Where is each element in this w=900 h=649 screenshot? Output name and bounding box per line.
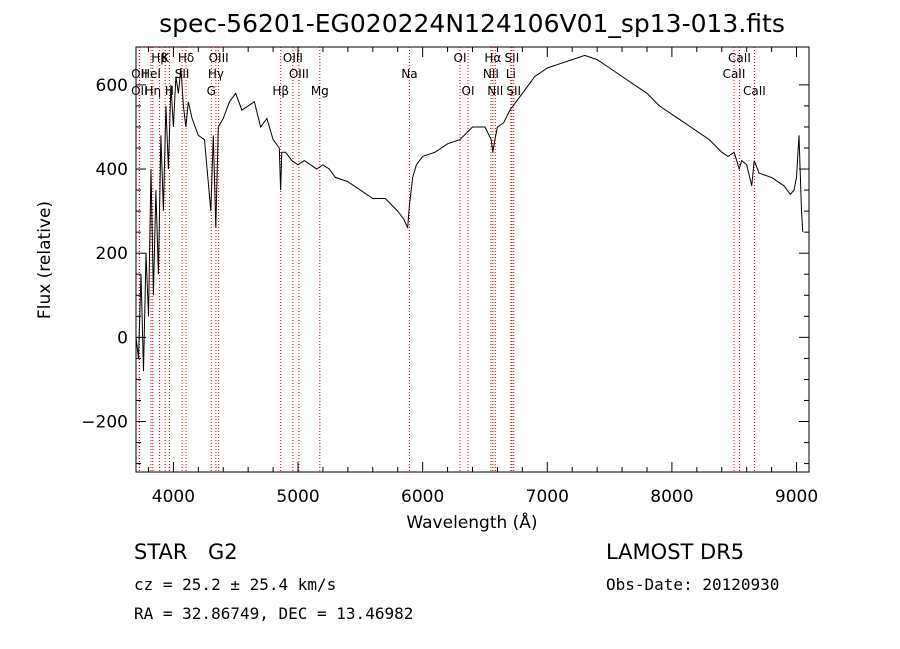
y-tick-label: 0 <box>117 328 128 348</box>
spectral-line-label: Hβ <box>151 51 168 65</box>
chart-title: spec-56201-EG020224N124106V01_sp13-013.f… <box>159 9 785 38</box>
y-tick-label: 600 <box>96 76 128 96</box>
spectral-line-label: G <box>207 84 216 98</box>
spectral-line-label: SII <box>175 67 190 81</box>
spectral-line-label: OIII <box>209 51 229 65</box>
plot-frame <box>135 46 810 473</box>
spectral-line-label: Hγ <box>208 67 224 81</box>
y-tick-label: 200 <box>96 244 128 264</box>
spectral-line-label: Hη <box>145 84 162 98</box>
spectral-line-label: SII <box>506 84 521 98</box>
spectral-line-label: Mg <box>311 84 329 98</box>
x-tick-label: 5000 <box>276 487 319 507</box>
spectral-line-label: OIII <box>289 67 309 81</box>
spectral-line-label: OIII <box>283 51 303 65</box>
x-tick-label: 8000 <box>650 487 693 507</box>
y-tick-label: 400 <box>96 160 128 180</box>
spectral-line-label: CaII <box>728 51 751 65</box>
x-axis-ticks: 4000 5000 6000 7000 8000 9000 <box>147 47 818 507</box>
spectral-line-label: NII <box>487 84 503 98</box>
spectral-line-label: OI <box>462 84 475 98</box>
observation-date: Obs-Date: 20120930 <box>606 575 780 594</box>
spectral-line-label: H <box>165 84 174 98</box>
data-release: LAMOST DR5 <box>606 540 745 564</box>
spectral-line-label: NII <box>483 67 499 81</box>
spectral-line-label: SII <box>505 51 520 65</box>
x-tick-label: 6000 <box>401 487 444 507</box>
spectral-line-label: Hα <box>484 51 501 65</box>
spectral-line-label: CaII <box>723 67 746 81</box>
spectral-line-label: Li <box>506 67 516 81</box>
y-tick-label: −200 <box>81 413 128 433</box>
object-subclass: G2 <box>208 540 238 564</box>
spectral-line-label: HeI <box>141 67 161 81</box>
flux-series-line <box>135 54 804 372</box>
x-axis-label: Wavelength (Å) <box>406 511 537 533</box>
spectral-line-label: CaII <box>743 84 766 98</box>
y-axis-label: Flux (relative) <box>35 201 55 319</box>
spectral-line-label: Hβ <box>272 84 289 98</box>
x-tick-label: 7000 <box>526 487 569 507</box>
spectral-line-label: Na <box>401 67 417 81</box>
spectral-line-label: OII <box>131 67 148 81</box>
x-tick-label: 4000 <box>152 487 195 507</box>
spectral-line-label: K <box>161 51 170 65</box>
spectral-line-label: OI <box>454 51 467 65</box>
coordinates: RA = 32.86749, DEC = 13.46982 <box>134 604 414 623</box>
spectral-line-markers <box>138 47 755 472</box>
redshift-velocity: cz = 25.2 ± 25.4 km/s <box>134 575 337 594</box>
x-tick-label: 9000 <box>775 487 818 507</box>
spectral-line-label: OII <box>131 84 148 98</box>
object-class: STAR <box>134 540 188 564</box>
spectral-line-label: Hδ <box>178 51 194 65</box>
y-axis-ticks: −200 0 200 400 600 <box>81 76 809 465</box>
